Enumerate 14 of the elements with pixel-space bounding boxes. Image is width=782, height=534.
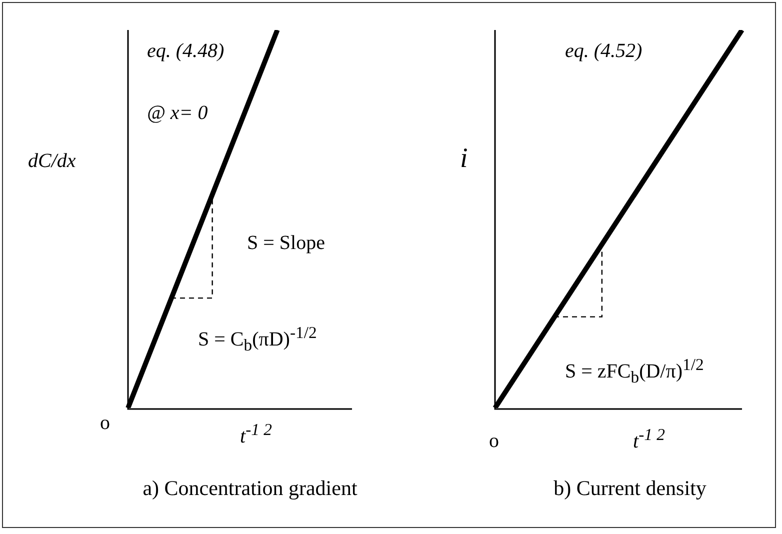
annotation: S = Slope	[247, 232, 325, 255]
text: b) Current density	[554, 476, 706, 501]
annotation: eq. (4.52)	[565, 40, 642, 63]
annotation: eq. (4.48)	[147, 40, 224, 63]
annotation: S = C$_{b}$(πD)$^{-1/2}$	[198, 323, 317, 356]
text: o	[100, 412, 110, 435]
text: a) Concentration gradient	[142, 476, 358, 501]
y-axis-title: dC/dx	[28, 150, 76, 173]
annotation: @ x= 0	[147, 102, 208, 125]
x-axis-title: t$^{-1 2}$	[240, 420, 272, 449]
annotation: S = zFC$_{b}$(D/π)$^{1/2}$	[565, 355, 704, 388]
text: o	[489, 430, 499, 453]
y-axis-title: i	[460, 143, 468, 175]
x-axis-title: t$^{-1 2}$	[633, 425, 665, 454]
